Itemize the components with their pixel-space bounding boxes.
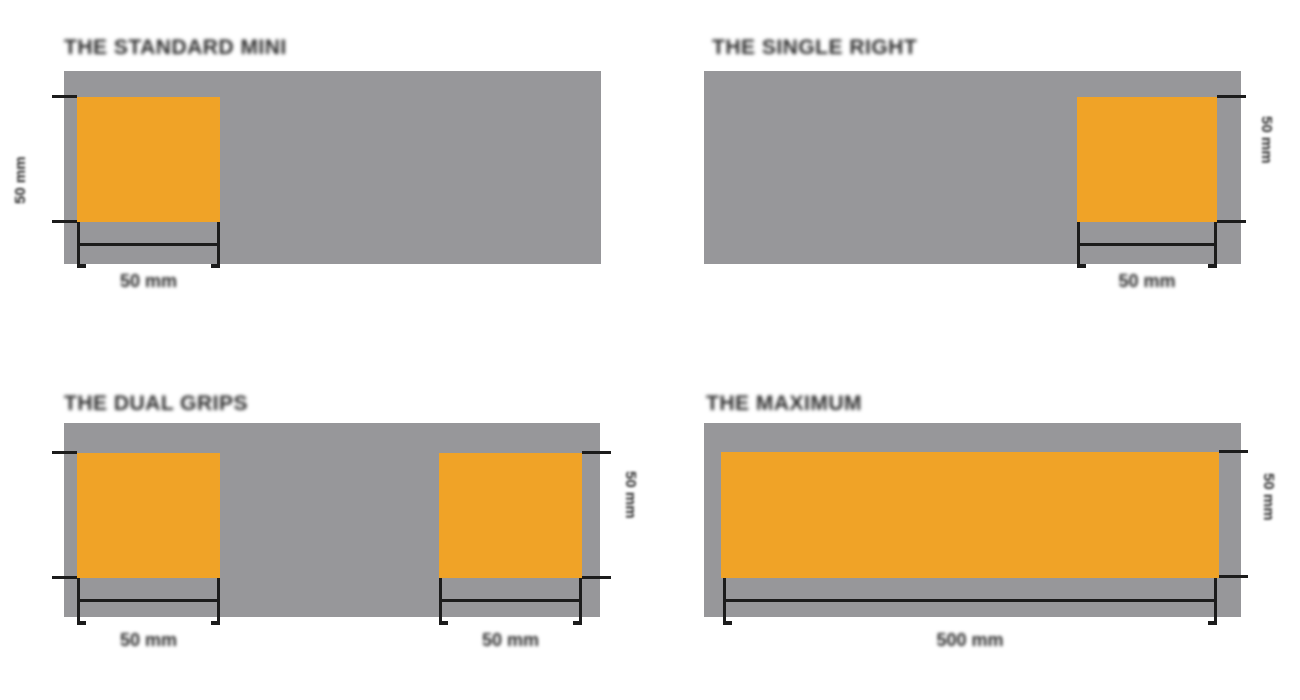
panel-1-title: THE STANDARD MINI: [64, 36, 287, 59]
panel-4-pad: [721, 452, 1219, 578]
panel-2-pad: [1077, 97, 1217, 222]
panel-2-height-tick-bottom: [1217, 220, 1246, 223]
panel-1-width-label: 50 mm: [119, 271, 178, 291]
panel-4-height-label: 50 mm: [1260, 473, 1277, 521]
panel-3-height-label: 50 mm: [622, 471, 639, 519]
panel-4-width-bracket: [723, 578, 1217, 625]
panel-1-height-label: 50 mm: [12, 156, 29, 204]
panel-3-height-tick-bottom-left: [52, 576, 77, 579]
panel-1-width-bracket-line: [80, 243, 217, 246]
panel-1-pad: [77, 97, 220, 222]
panel-2-width-label: 50 mm: [1118, 271, 1176, 291]
panel-3-width-label-left: 50 mm: [119, 630, 178, 650]
panel-2-title: THE SINGLE RIGHT: [712, 36, 918, 59]
panel-3-width-bracket-right-line: [442, 599, 579, 602]
panel-2-height-tick-top: [1217, 95, 1246, 98]
panel-4-title: THE MAXIMUM: [706, 392, 862, 415]
panel-2-width-bracket-line: [1080, 243, 1214, 246]
panel-3-height-tick-bottom-right: [582, 576, 611, 579]
panel-2-width-bracket: [1077, 222, 1217, 268]
panel-3-title: THE DUAL GRIPS: [64, 392, 248, 415]
panel-3-width-bracket-left: [77, 578, 220, 625]
panel-3-width-label-right: 50 mm: [481, 630, 540, 650]
panel-3-width-bracket-left-line: [80, 599, 217, 602]
panel-1-width-bracket: [77, 222, 220, 268]
panel-3-pad-right: [439, 453, 582, 578]
panel-1-height-tick-top: [52, 95, 77, 98]
panel-4-height-tick-bottom: [1219, 575, 1248, 578]
panel-1-height-tick-bottom: [52, 220, 77, 223]
panel-3-pad-left: [77, 453, 220, 578]
panel-4-height-tick-top: [1219, 450, 1248, 453]
panel-3-height-tick-top-left: [52, 451, 77, 454]
panel-2-height-label: 50 mm: [1258, 116, 1275, 164]
panel-3-height-tick-top-right: [582, 451, 611, 454]
panel-4-width-bracket-line: [726, 599, 1214, 602]
panel-3-width-bracket-right: [439, 578, 582, 625]
panel-4-width-label: 500 mm: [936, 630, 1004, 650]
